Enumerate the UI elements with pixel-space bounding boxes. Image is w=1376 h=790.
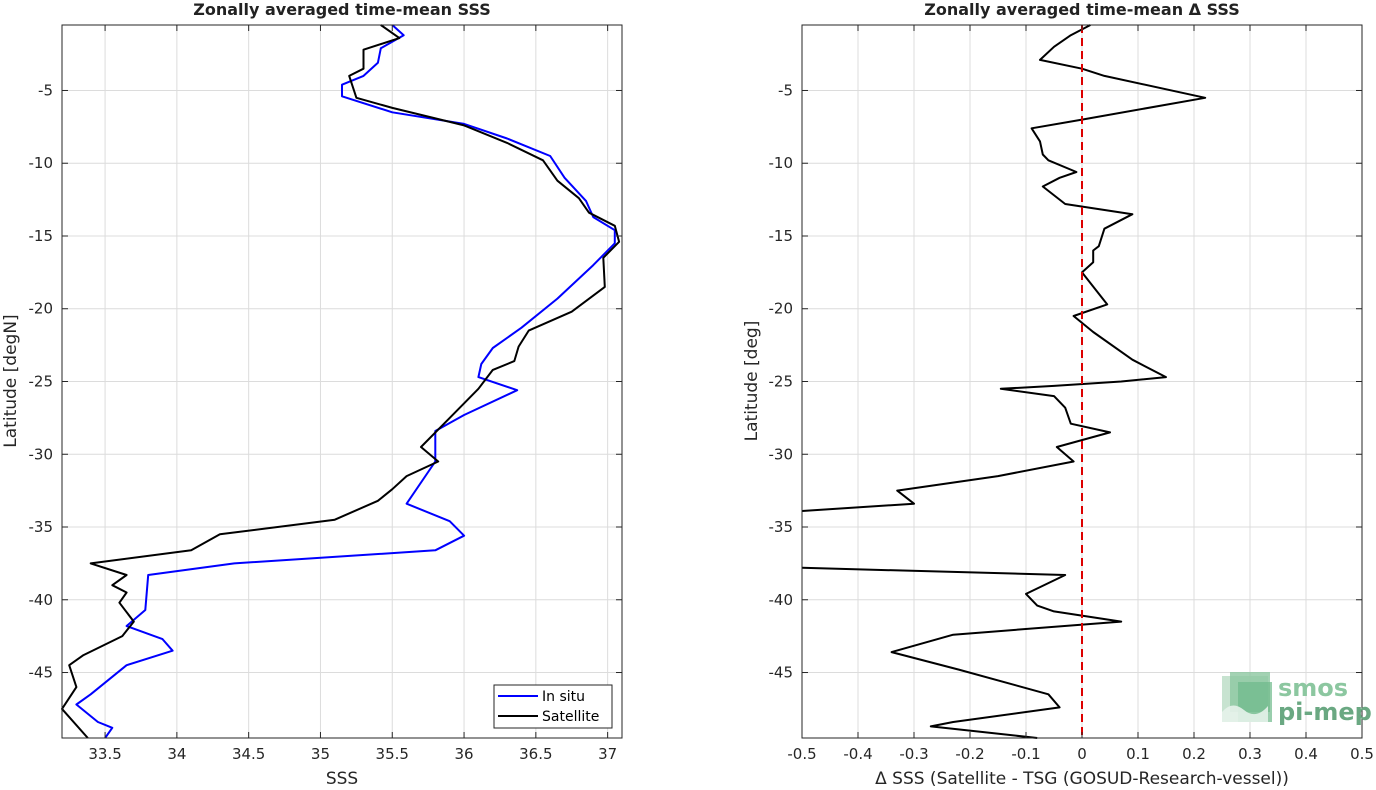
- sss-y-tick-label: -45: [29, 664, 54, 682]
- delta-sss-y-tick-label: -5: [778, 81, 793, 99]
- legend: In situ Satellite: [493, 684, 613, 729]
- delta-sss-y-ticks: -45 -40 -35 -30 -25 -20 -15 -10 -5: [769, 81, 1362, 682]
- delta-sss-x-tick-label: -0.2: [955, 745, 984, 763]
- delta-sss-y-tick-label: -45: [769, 664, 794, 682]
- delta-sss-x-tick-label: 0.5: [1350, 745, 1374, 763]
- legend-box: [493, 684, 613, 729]
- sss-y-tick-label: -25: [29, 373, 54, 391]
- sss-grid: [62, 25, 622, 738]
- sss-x-tick-label: 34.5: [232, 745, 265, 763]
- sss-y-tick-label: -30: [29, 445, 54, 463]
- sss-x-tick-label: 37: [598, 745, 617, 763]
- sss-y-ticks: -45 -40 -35 -30 -25 -20 -15 -10 -5: [29, 81, 622, 682]
- delta-sss-y-axis-label: Latitude [deg]: [742, 321, 762, 442]
- delta-sss-x-tick-label: 0.3: [1238, 745, 1262, 763]
- sss-x-ticks: 33.5 34 34.5 35 35.5 36 36.5 37: [88, 25, 617, 763]
- delta-sss-x-tick-label: 0.4: [1294, 745, 1318, 763]
- legend-label-satellite: Satellite: [542, 709, 599, 725]
- logo-text-smos: smos: [1278, 674, 1348, 702]
- sss-x-tick-label: 33.5: [88, 745, 121, 763]
- sss-x-axis-label: SSS: [326, 769, 358, 789]
- logo-wave-icon: [1222, 672, 1272, 722]
- delta-sss-x-tick-label: 0: [1077, 745, 1087, 763]
- sss-series-in-situ: [75, 24, 616, 739]
- sss-y-tick-label: -5: [38, 81, 53, 99]
- delta-sss-y-tick-label: -20: [769, 300, 794, 318]
- sss-profile-axes: Zonally averaged time-mean SSS 33.5 34 34.…: [1, 0, 623, 789]
- delta-sss-y-tick-label: -30: [769, 445, 794, 463]
- delta-sss-series-line: [801, 24, 1207, 512]
- delta-sss-x-axis-label: Δ SSS (Satellite - TSG (GOSUD-Research-v…: [875, 769, 1289, 789]
- smos-pi-mep-logo: smos pi-mep: [1222, 672, 1372, 726]
- sss-y-tick-label: -10: [29, 154, 54, 172]
- delta-sss-axes: Zonally averaged time-mean Δ SSS -0.5 -0.…: [742, 0, 1374, 789]
- sss-chart-title: Zonally averaged time-mean SSS: [193, 0, 491, 19]
- sss-y-tick-label: -40: [29, 591, 54, 609]
- sss-y-axis-label: Latitude [degN]: [1, 314, 21, 447]
- delta-sss-y-tick-label: -15: [769, 227, 794, 245]
- sss-y-tick-label: -15: [29, 227, 54, 245]
- delta-sss-series-line: [801, 566, 1123, 739]
- delta-sss-y-tick-label: -25: [769, 373, 794, 391]
- delta-sss-x-tick-label: -0.1: [1011, 745, 1040, 763]
- sss-x-tick-label: 36: [455, 745, 474, 763]
- sss-x-tick-label: 34: [167, 745, 186, 763]
- sss-x-tick-label: 35.5: [376, 745, 409, 763]
- sss-series: [61, 24, 621, 739]
- legend-label-in-situ: In situ: [542, 689, 585, 705]
- delta-sss-series: [801, 24, 1207, 739]
- delta-sss-x-ticks: -0.5 -0.4 -0.3 -0.2 -0.1 0 0.1 0.2 0.3 0.4 0.5: [787, 25, 1374, 763]
- delta-sss-x-tick-label: -0.5: [787, 745, 816, 763]
- delta-sss-y-tick-label: -40: [769, 591, 794, 609]
- logo-text-pi-mep: pi-mep: [1278, 698, 1372, 726]
- sss-x-tick-label: 35: [311, 745, 330, 763]
- sss-y-tick-label: -35: [29, 518, 54, 536]
- delta-sss-y-tick-label: -10: [769, 154, 794, 172]
- delta-sss-grid: [802, 25, 1362, 738]
- delta-sss-x-tick-label: -0.3: [899, 745, 928, 763]
- sss-x-tick-label: 36.5: [519, 745, 552, 763]
- sss-series-satellite: [61, 24, 621, 739]
- delta-sss-x-tick-label: 0.2: [1182, 745, 1206, 763]
- delta-sss-x-tick-label: -0.4: [843, 745, 872, 763]
- delta-sss-chart-title: Zonally averaged time-mean Δ SSS: [924, 0, 1240, 19]
- sss-y-tick-label: -20: [29, 300, 54, 318]
- delta-sss-x-tick-label: 0.1: [1126, 745, 1150, 763]
- delta-sss-y-tick-label: -35: [769, 518, 794, 536]
